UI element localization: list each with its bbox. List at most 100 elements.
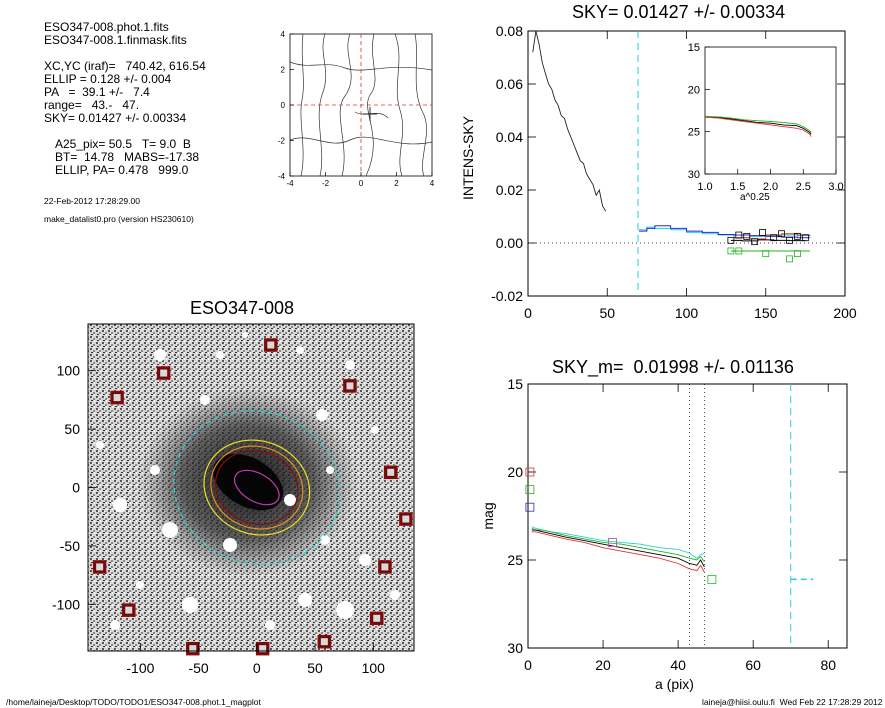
sky-region-box-inner — [320, 638, 328, 646]
sky-box-green — [735, 247, 743, 255]
inset-ytick-label: 25 — [688, 127, 700, 139]
sky-series-black — [730, 239, 806, 242]
inset-xtick-label: 2.5 — [796, 181, 811, 193]
sky-xtick-label: 0 — [524, 305, 532, 321]
sky-box-black — [786, 236, 793, 244]
sky-box-black — [743, 232, 751, 240]
footer-path: /home/laineja/Desktop/TODO/TODO1/ESO347-… — [6, 697, 261, 707]
contour-xtick-label: 0 — [359, 179, 364, 188]
mag-plot-frame — [527, 383, 848, 649]
sky-box-black — [727, 236, 735, 244]
galaxy-xtick-label: -50 — [188, 660, 208, 676]
info-bt: BT= 14.78 MABS=-17.38 — [55, 150, 200, 164]
mag-box-green — [525, 485, 535, 495]
sky-box-green — [727, 247, 735, 255]
contour-line — [289, 136, 433, 145]
inset-xtick-label: 3.0 — [828, 181, 843, 193]
galaxy-xtick-label: -100 — [126, 660, 154, 676]
mag-ytick-label: 30 — [507, 640, 523, 656]
mag-xtick-label: 60 — [745, 657, 761, 673]
sky-xtick-label: 50 — [599, 305, 615, 321]
mag-xtick-label: 0 — [524, 657, 532, 673]
contour-line — [394, 33, 404, 177]
sky-region-box-inner — [259, 645, 267, 653]
contour-line — [354, 111, 389, 119]
inset-xtick-label: 2.0 — [763, 181, 778, 193]
inset-xtick-label: 1.0 — [697, 181, 712, 193]
sky-inset: 1.0 1.5 2.0 2.5 3.0 15 20 25 30 — [688, 42, 844, 193]
info-a25: A25_pix= 50.5 T= 9.0 B — [55, 137, 191, 151]
contour-marker — [363, 107, 377, 121]
contour-line — [414, 33, 427, 177]
contour-ytick-label: 4 — [281, 30, 286, 39]
sky-ytick-label: 0.00 — [496, 235, 523, 251]
contour-line — [300, 33, 304, 177]
info-center: XC,YC (iraf)= 740.42, 616.54 — [44, 59, 206, 73]
sky-xtick-label: 150 — [754, 305, 778, 321]
info-file-mask: ESO347-008.1.finmask.fits — [44, 33, 187, 47]
info-program: make_datalist0.pro (version HS230610) — [44, 214, 194, 224]
info-ellip: ELLIP = 0.128 +/- 0.004 — [44, 72, 172, 86]
mag-series-cyan — [531, 526, 705, 559]
sky-region-box-inner — [96, 563, 104, 571]
mag-series-black — [531, 529, 705, 568]
galaxy-ytick-label: 50 — [64, 421, 80, 437]
sky-ytick-label: 0.04 — [496, 129, 523, 145]
mag-xtick-label: 40 — [670, 657, 686, 673]
contour-ytick-label: 2 — [281, 66, 286, 75]
contour-ytick-label: -2 — [278, 137, 286, 146]
mag-box-green — [707, 574, 717, 584]
sky-box-black — [794, 232, 801, 240]
inset-series-green — [704, 115, 812, 133]
sky-ytick-label: -0.02 — [491, 288, 523, 304]
contour-line — [318, 33, 327, 177]
galaxy-ytick-label: 100 — [57, 363, 81, 379]
contour-xtick-label: 2 — [394, 179, 399, 188]
contour-line — [339, 33, 352, 177]
galaxy-xtick-label: 0 — [253, 660, 261, 676]
mag-xlabel: a (pix) — [655, 676, 694, 692]
sky-plot-title: SKY= 0.01427 +/- 0.00334 — [572, 2, 786, 22]
sky-region-box-inner — [160, 369, 168, 377]
mag-ytick-label: 15 — [507, 376, 523, 392]
galaxy-xtick-label: 50 — [307, 660, 323, 676]
info-file-phot: ESO347-008.phot.1.fits — [44, 20, 169, 34]
galaxy-xtick-label: 100 — [362, 660, 386, 676]
info-date: 22-Feb-2012 17:28:29.00 — [44, 196, 140, 206]
sky-xtick-label: 200 — [833, 305, 857, 321]
sky-ytick-label: 0.06 — [496, 76, 523, 92]
sky-box-black — [751, 238, 759, 246]
mag-box-magenta — [608, 538, 617, 547]
contour-line — [289, 61, 433, 71]
mag-ytick-label: 20 — [507, 464, 523, 480]
contour-xtick-label: -4 — [286, 179, 294, 188]
info-ellip-pa: ELLIP, PA= 0.478 999.0 — [55, 163, 189, 177]
inset-series-black — [704, 115, 812, 135]
mag-xtick-label: 20 — [595, 657, 611, 673]
sky-inset-xlabel: a^0.25 — [740, 192, 770, 203]
galaxy-title: ESO347-008 — [190, 298, 295, 318]
inset-xtick-label: 1.5 — [730, 181, 745, 193]
mag-ylabel: mag — [480, 502, 496, 530]
ellipse-magenta — [233, 469, 280, 506]
inset-series-red — [704, 116, 812, 137]
galaxy-core — [212, 453, 284, 511]
inset-ytick-label: 15 — [688, 42, 700, 54]
mag-series-green — [531, 527, 705, 563]
sky-box-black — [801, 234, 809, 242]
mag-plot: 0 20 40 60 80 15 20 25 30 — [507, 376, 848, 673]
sky-region-box-inner — [387, 468, 395, 476]
info-range: range= 43.- 47. — [44, 98, 140, 112]
sky-region-box-inner — [189, 645, 197, 653]
sky-ytick-label: 0.08 — [496, 23, 523, 39]
contour-line — [365, 33, 376, 177]
ellipse-darkred — [214, 450, 299, 525]
contour-xtick-label: -2 — [322, 179, 330, 188]
sky-profile-line — [532, 30, 607, 212]
masked-stars — [96, 332, 400, 630]
sky-box-black — [759, 228, 766, 236]
galaxy-ytick-label: -50 — [60, 538, 80, 554]
sky-xtick-label: 100 — [675, 305, 699, 321]
sky-region-box-inner — [113, 394, 121, 402]
inset-ytick-label: 20 — [688, 84, 700, 96]
